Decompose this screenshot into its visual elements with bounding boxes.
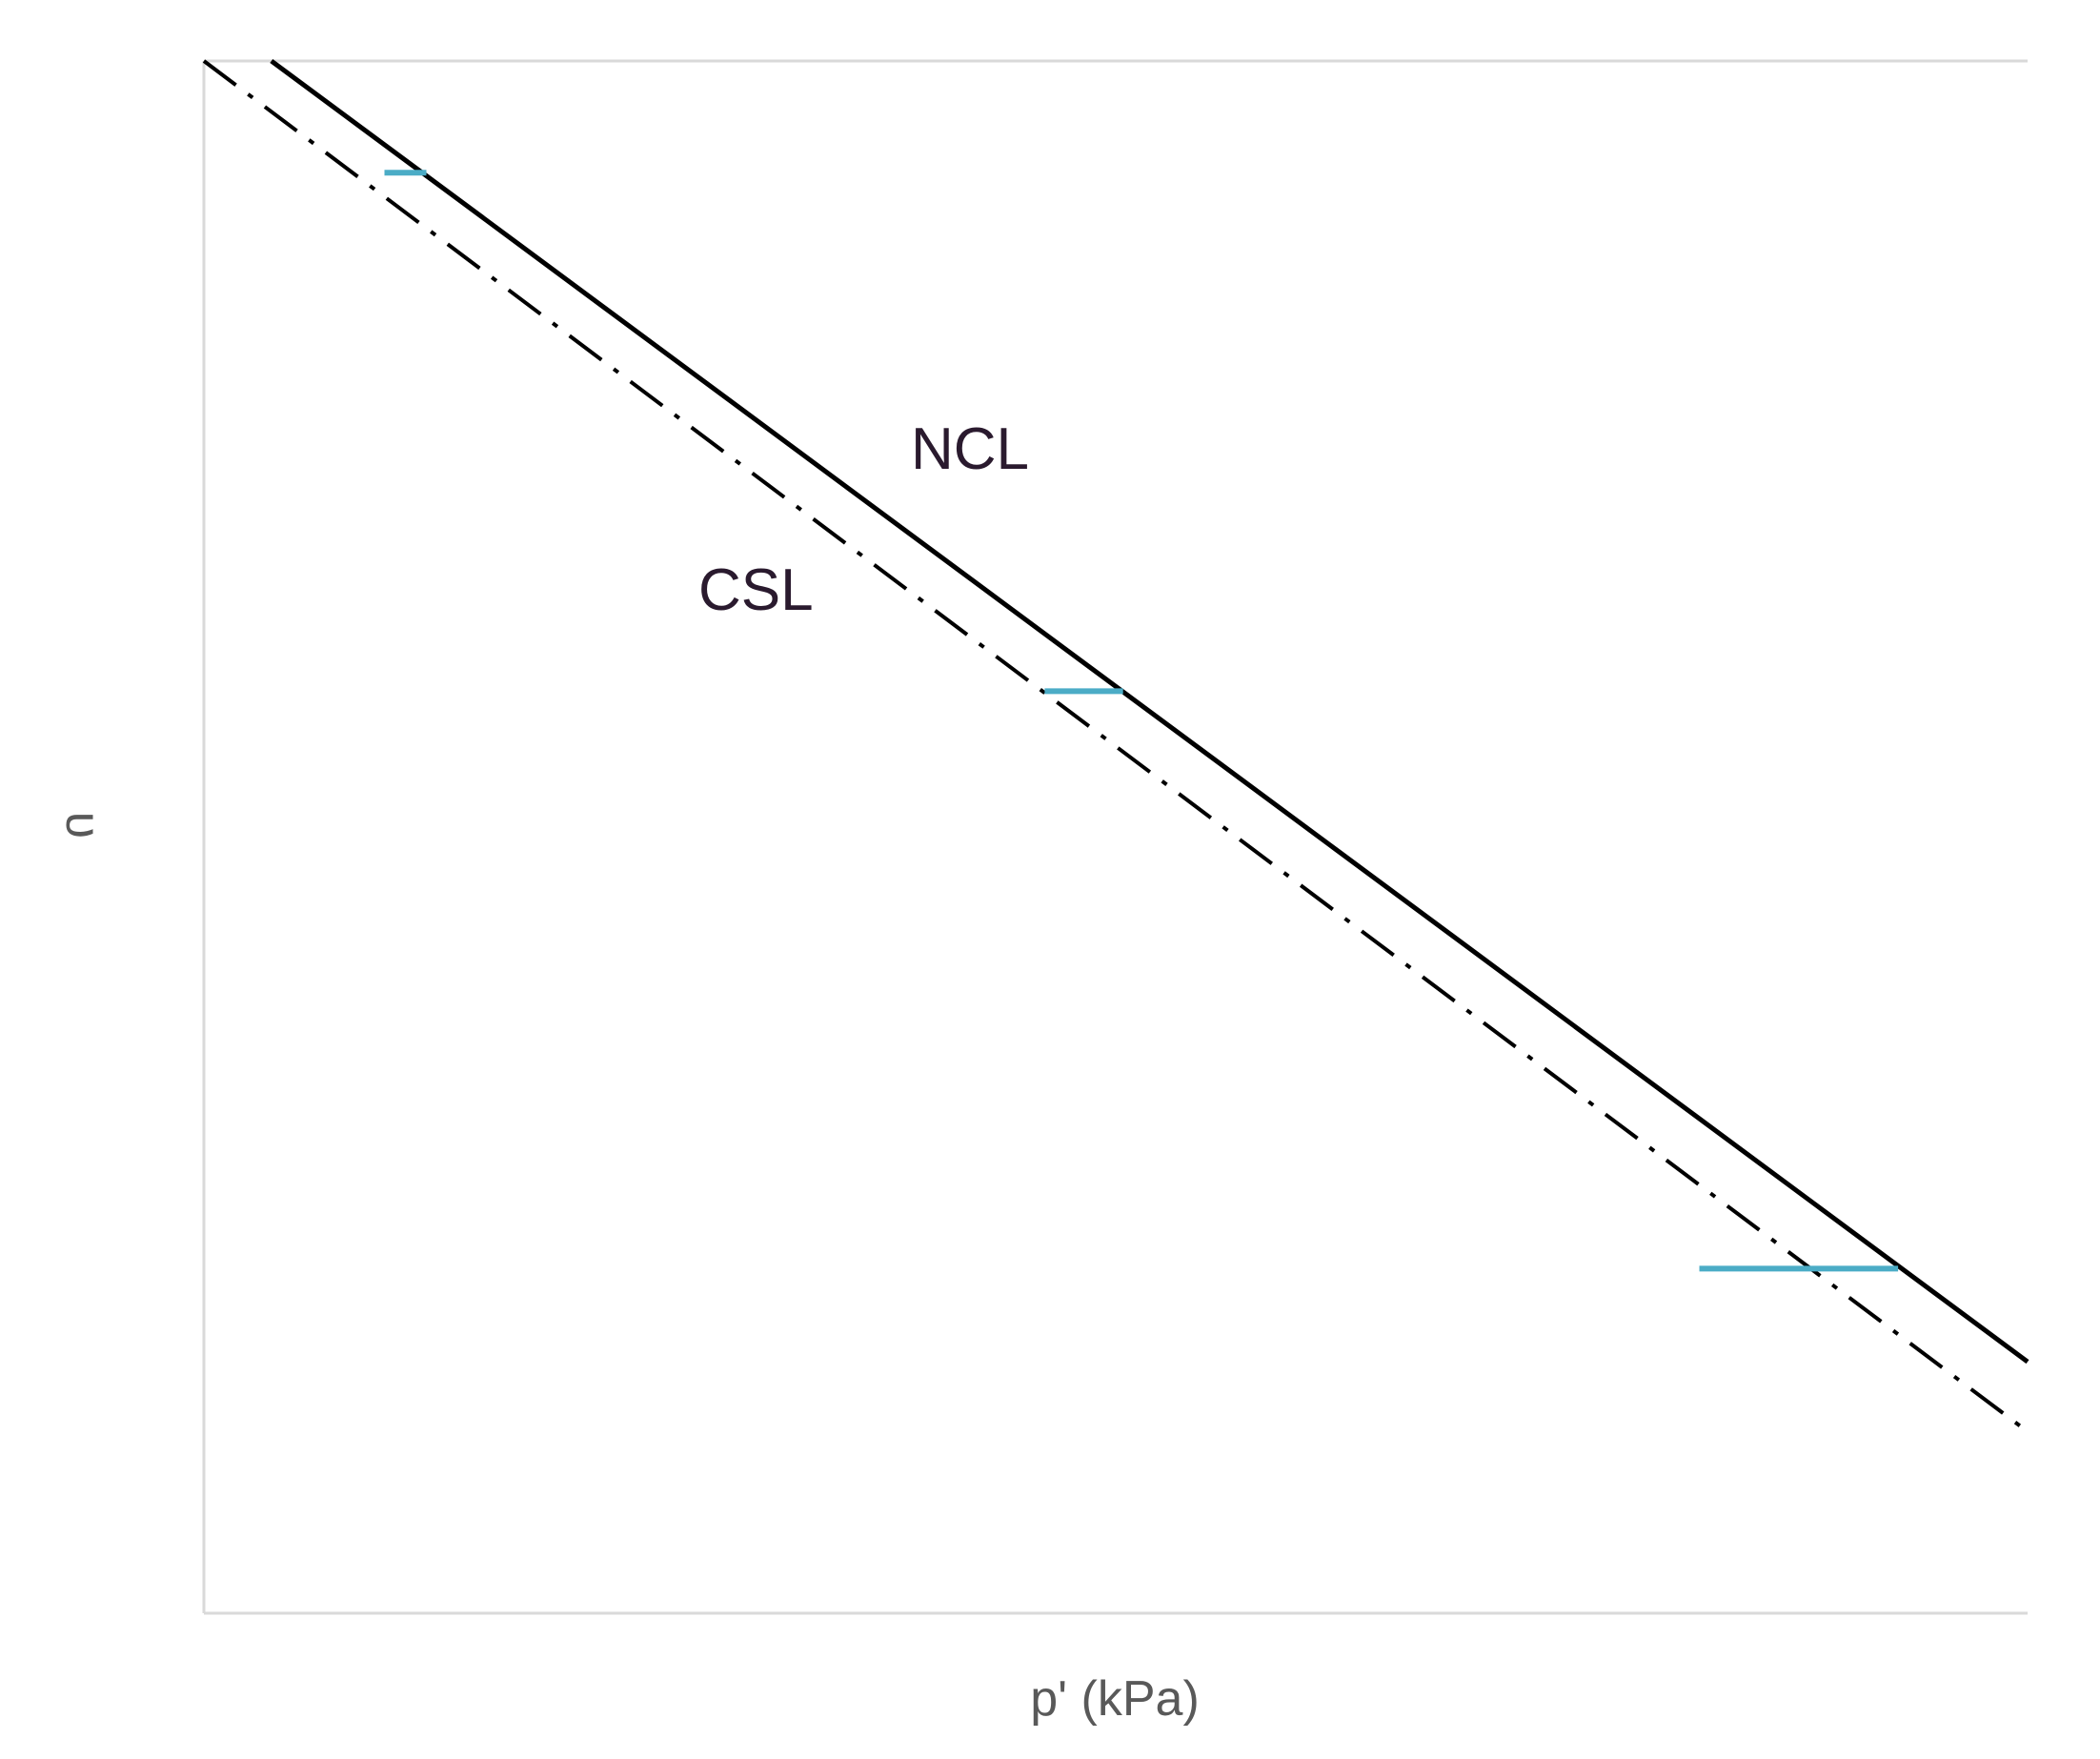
series-layer [202, 58, 2029, 1433]
y-axis-label: υ [55, 812, 111, 839]
segment-layer [384, 170, 1899, 1272]
ncl-line [270, 58, 2029, 1365]
csl-label: CSL [698, 557, 814, 623]
x-axis-label: p' (kPa) [1030, 1671, 1200, 1727]
csl-line [202, 59, 2029, 1433]
ncl-label: NCL [911, 416, 1029, 482]
